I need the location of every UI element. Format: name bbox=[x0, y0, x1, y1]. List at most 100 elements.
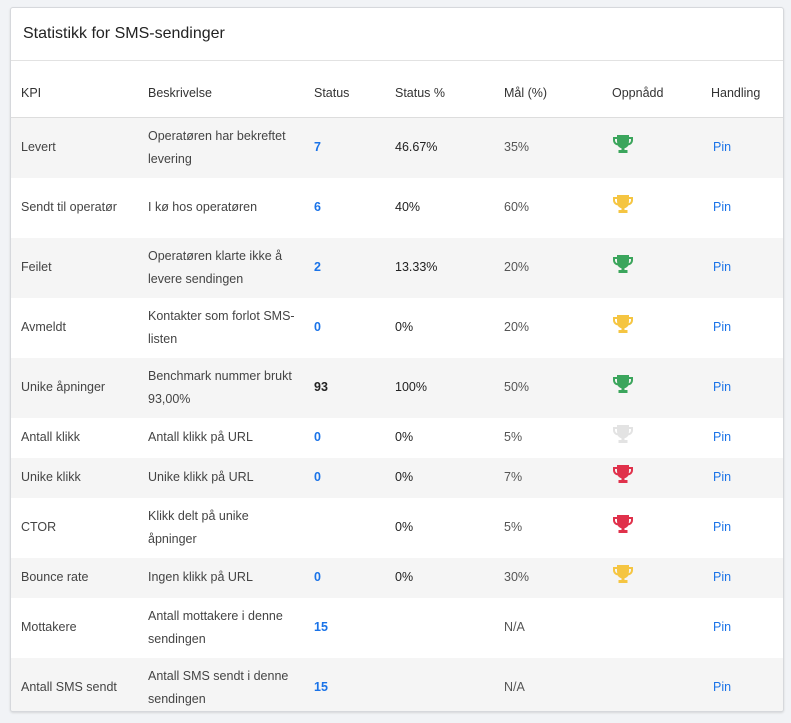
status-percent: 0% bbox=[385, 457, 494, 498]
pin-action[interactable]: Pin bbox=[701, 237, 783, 298]
trophy-icon bbox=[613, 424, 633, 443]
achieved bbox=[602, 357, 701, 418]
stats-card: Statistikk for SMS-sendinger KPI Beskrive… bbox=[10, 7, 784, 712]
card-title: Statistikk for SMS-sendinger bbox=[11, 8, 783, 61]
table-row: Feilet Operatøren klarte ikke å levere se… bbox=[11, 237, 783, 298]
pin-action[interactable]: Pin bbox=[713, 320, 732, 334]
pin-action[interactable]: Pin bbox=[701, 457, 783, 498]
status-value: 0 bbox=[314, 320, 321, 334]
status-value: 2 bbox=[304, 237, 385, 298]
status-percent: 0% bbox=[385, 557, 494, 598]
status-percent: 46.67% bbox=[385, 117, 494, 178]
status-percent: 40% bbox=[395, 200, 421, 214]
kpi-description: Operatøren har bekreftet levering bbox=[138, 117, 304, 178]
pin-action[interactable]: Pin bbox=[713, 620, 732, 634]
pin-action[interactable]: Pin bbox=[713, 520, 732, 534]
trophy-icon bbox=[613, 374, 633, 393]
goal-percent: 5% bbox=[504, 520, 523, 534]
kpi-name: Levert bbox=[11, 117, 138, 178]
kpi-name: Antall SMS sendt bbox=[11, 657, 138, 711]
achieved bbox=[602, 117, 701, 178]
kpi-description: Unike klikk på URL bbox=[138, 457, 304, 498]
goal-percent: 30% bbox=[494, 557, 602, 598]
trophy-icon bbox=[613, 194, 633, 213]
status-value: 0 bbox=[304, 457, 385, 498]
trophy-icon bbox=[613, 464, 633, 483]
status-value: 0 bbox=[314, 430, 321, 444]
kpi-name: Mottakere bbox=[21, 620, 77, 634]
trophy-icon bbox=[613, 514, 633, 533]
achieved bbox=[602, 498, 701, 558]
trophy-icon bbox=[613, 134, 633, 153]
column-header: KPI bbox=[11, 69, 138, 118]
goal-percent: 20% bbox=[504, 320, 530, 334]
kpi-name: Unike åpninger bbox=[11, 357, 138, 418]
kpi-description: Kontakter som forlot SMS-listen bbox=[148, 308, 295, 346]
status-value: 7 bbox=[304, 117, 385, 178]
kpi-name: Avmeldt bbox=[21, 320, 66, 334]
kpi-name: Feilet bbox=[11, 237, 138, 298]
kpi-description: I kø hos operatøren bbox=[148, 200, 258, 214]
status-value: 15 bbox=[304, 657, 385, 711]
kpi-name: Bounce rate bbox=[11, 557, 138, 598]
kpi-name: CTOR bbox=[21, 520, 57, 534]
pin-action[interactable]: Pin bbox=[701, 557, 783, 598]
table-row: Mottakere Antall mottakere i denne sendin… bbox=[11, 598, 783, 658]
table-row: Avmeldt Kontakter som forlot SMS-listen 0 0… bbox=[11, 298, 783, 358]
kpi-description: Antall SMS sendt i denne sendingen bbox=[138, 657, 304, 711]
kpi-description: Ingen klikk på URL bbox=[138, 557, 304, 598]
table-row: Antall SMS sendt Antall SMS sendt i denne… bbox=[11, 657, 783, 711]
pin-action[interactable]: Pin bbox=[701, 117, 783, 178]
table-body: Levert Operatøren har bekreftet levering 7… bbox=[11, 117, 783, 711]
table-row: Unike klikk Unike klikk på URL 0 0% 7% Pin bbox=[11, 457, 783, 498]
table-row: Bounce rate Ingen klikk på URL 0 0% 30% Pin bbox=[11, 557, 783, 598]
column-header: Handling bbox=[701, 69, 783, 118]
kpi-table: KPI Beskrivelse Status Status % Mål (%) Oppnå… bbox=[11, 69, 783, 711]
goal-percent: 35% bbox=[494, 117, 602, 178]
table-row: Unike åpninger Benchmark nummer brukt 93,… bbox=[11, 357, 783, 418]
goal-percent: N/A bbox=[504, 620, 525, 634]
status-percent: 0% bbox=[395, 320, 414, 334]
status-value bbox=[304, 498, 385, 558]
goal-percent: 20% bbox=[494, 237, 602, 298]
status-percent: 0% bbox=[395, 520, 414, 534]
status-percent: 0% bbox=[395, 430, 414, 444]
table-row: CTOR Klikk delt på unike åpninger 0% 5% Pin bbox=[11, 498, 783, 558]
status-value: 15 bbox=[314, 620, 328, 634]
pin-action[interactable]: Pin bbox=[713, 200, 732, 214]
status-value: 0 bbox=[304, 557, 385, 598]
status-value: 93 bbox=[304, 357, 385, 418]
goal-percent: 50% bbox=[494, 357, 602, 418]
pin-action[interactable]: Pin bbox=[713, 430, 732, 444]
kpi-name: Unike klikk bbox=[11, 457, 138, 498]
kpi-description: Operatøren klarte ikke å levere sendinge… bbox=[138, 237, 304, 298]
goal-percent: 60% bbox=[504, 200, 530, 214]
table-row: Sendt til operatør I kø hos operatøren 6 40… bbox=[11, 178, 783, 238]
achieved bbox=[602, 598, 701, 658]
kpi-description: Antall mottakere i denne sendingen bbox=[148, 608, 283, 646]
kpi-description: Antall klikk på URL bbox=[148, 430, 253, 444]
achieved bbox=[602, 237, 701, 298]
column-header: Status % bbox=[385, 69, 494, 118]
pin-action[interactable]: Pin bbox=[701, 357, 783, 418]
status-percent: 100% bbox=[385, 357, 494, 418]
kpi-name: Sendt til operatør bbox=[21, 200, 117, 214]
kpi-description: Benchmark nummer brukt 93,00% bbox=[138, 357, 304, 418]
trophy-icon bbox=[613, 314, 633, 333]
achieved bbox=[602, 557, 701, 598]
kpi-name: Antall klikk bbox=[21, 430, 81, 444]
trophy-icon bbox=[613, 254, 633, 273]
column-header: Mål (%) bbox=[494, 69, 602, 118]
column-header: Oppnådd bbox=[602, 69, 701, 118]
column-header: Status bbox=[304, 69, 385, 118]
table-row: Levert Operatøren har bekreftet levering 7… bbox=[11, 117, 783, 178]
pin-action[interactable]: Pin bbox=[701, 657, 783, 711]
status-percent bbox=[385, 598, 494, 658]
status-percent: 13.33% bbox=[385, 237, 494, 298]
status-value: 6 bbox=[314, 200, 321, 214]
trophy-icon bbox=[613, 564, 633, 583]
goal-percent: N/A bbox=[494, 657, 602, 711]
kpi-description: Klikk delt på unike åpninger bbox=[148, 508, 249, 546]
column-header: Beskrivelse bbox=[138, 69, 304, 118]
